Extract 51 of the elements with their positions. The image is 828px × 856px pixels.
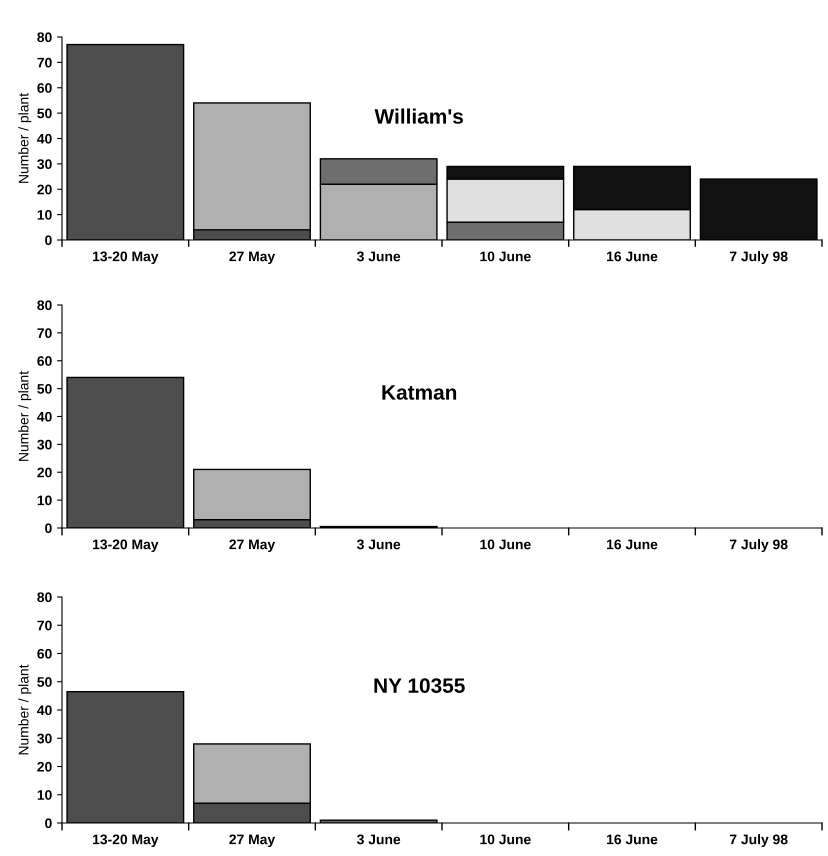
y-tick-label: 30 (37, 734, 52, 744)
x-tick-label: 13-20 May (93, 251, 158, 264)
y-axis-title: Number / plant (18, 371, 32, 461)
y-tick-label: 0 (45, 818, 52, 828)
y-tick-label: 80 (37, 300, 52, 310)
x-tick-label: 7 July 98 (730, 251, 788, 264)
x-tick-label: 3 June (356, 539, 400, 550)
annotation: NY 10355 (374, 678, 465, 694)
y-tick-label: 40 (37, 705, 52, 716)
y-tick-label: 50 (37, 677, 52, 687)
annotation: William's (374, 108, 463, 124)
x-tick-label: 13-20 May (93, 539, 158, 552)
x-tick-label: 16 June (607, 539, 658, 550)
x-tick-label: 16 June (607, 251, 658, 262)
y-tick-label: 20 (37, 468, 52, 478)
y-tick-label: 60 (37, 356, 52, 366)
y-tick-label: 70 (37, 58, 52, 68)
y-tick-label: 10 (38, 210, 52, 220)
x-tick-label: 16 June (607, 834, 658, 844)
y-tick-label: 10 (38, 495, 52, 506)
y-tick-label: 40 (37, 412, 52, 422)
x-tick-label: 27 May (229, 251, 276, 264)
y-axis-title: Number / plant (18, 93, 32, 183)
y-tick-label: 40 (37, 134, 52, 144)
x-tick-label: 10 June (480, 539, 531, 550)
y-tick-label: 20 (37, 762, 52, 772)
y-tick-label: 80 (37, 32, 52, 42)
y-tick-label: 60 (37, 83, 52, 93)
y-tick-label: 10 (38, 790, 52, 800)
y-tick-label: 0 (45, 235, 52, 246)
y-tick-label: 80 (37, 592, 52, 602)
x-tick-label: 3 June (356, 251, 400, 262)
y-tick-label: 0 (45, 523, 52, 534)
x-tick-label: 3 June (356, 834, 400, 844)
x-tick-label: 10 June (480, 834, 531, 844)
x-tick-label: 27 May (229, 834, 276, 848)
annotation: Katman (382, 385, 456, 400)
y-tick-label: 60 (37, 648, 52, 659)
y-tick-label: 50 (37, 384, 52, 394)
x-tick-label: 7 July 98 (730, 539, 788, 552)
y-tick-label: 30 (37, 159, 52, 170)
y-tick-label: 20 (37, 184, 52, 194)
x-tick-label: 13-20 May (93, 834, 158, 848)
y-tick-label: 70 (37, 328, 52, 338)
x-tick-label: 7 July 98 (730, 834, 788, 848)
x-tick-label: 10 June (480, 251, 531, 262)
x-tick-label: 27 May (229, 539, 276, 552)
y-tick-label: 50 (37, 108, 52, 118)
y-tick-label: 70 (37, 620, 52, 630)
y-tick-label: 30 (37, 440, 52, 450)
y-axis-title: Number / plant (18, 664, 32, 754)
